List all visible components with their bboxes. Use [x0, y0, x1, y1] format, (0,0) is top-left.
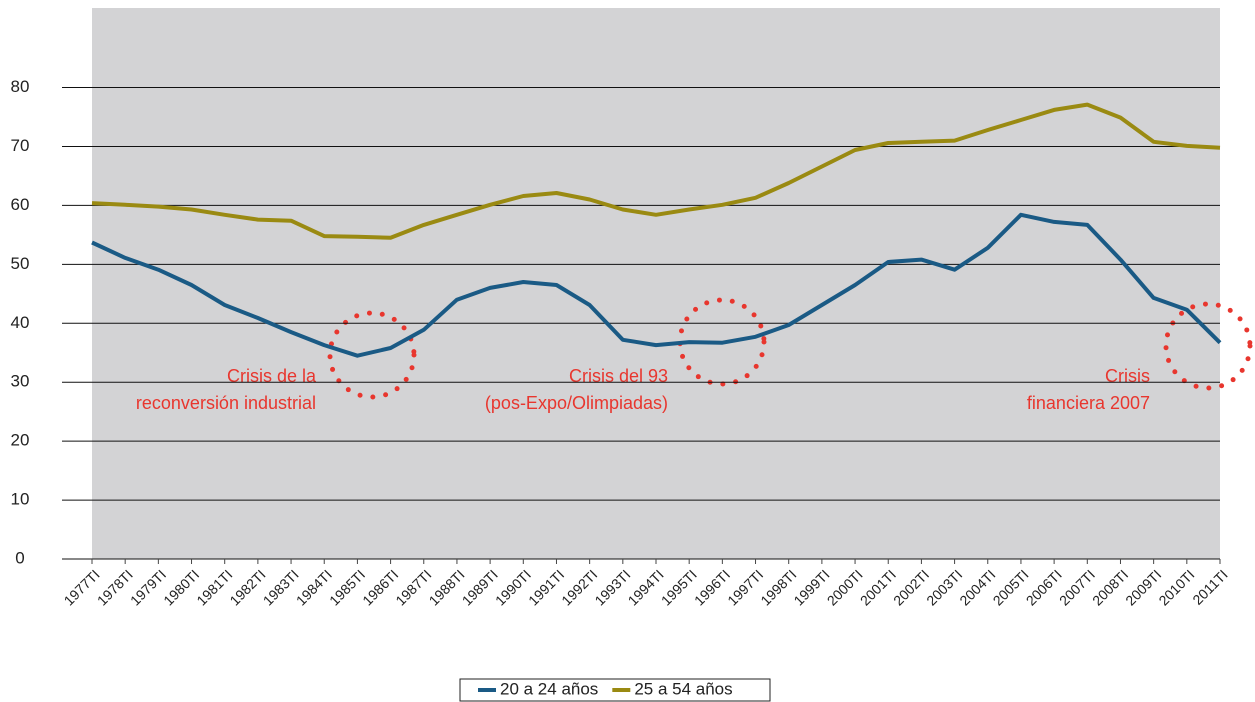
x-tick-label: 1994TI: [625, 566, 667, 608]
x-tick-label: 1995TI: [658, 566, 700, 608]
y-tick-label: 40: [11, 313, 30, 332]
y-tick-label: 60: [11, 195, 30, 214]
x-tick-label: 1980TI: [160, 566, 202, 608]
x-tick-label: 2008TI: [1089, 566, 1131, 608]
x-tick-label: 2011TI: [1189, 566, 1230, 607]
annotation: (pos-Expo/Olimpiadas): [485, 393, 668, 413]
y-tick-label: 30: [11, 372, 30, 391]
annotation: reconversión industrial: [136, 393, 316, 413]
x-tick-label: 2006TI: [1023, 566, 1065, 608]
x-tick-label: 1984TI: [293, 566, 335, 608]
x-tick-label: 2010TI: [1155, 566, 1197, 608]
x-tick-label: 1998TI: [757, 566, 799, 608]
x-tick-label: 2007TI: [1056, 566, 1098, 608]
y-tick-label: 10: [11, 490, 30, 509]
x-tick-label: 1978TI: [94, 566, 136, 608]
x-tick-label: 2001TI: [857, 566, 899, 608]
y-tick-label: 50: [11, 254, 30, 273]
y-tick-label: 70: [11, 136, 30, 155]
x-tick-label: 1991TI: [525, 566, 567, 608]
x-tick-label: 2005TI: [990, 566, 1032, 608]
x-tick-label: 1986TI: [359, 566, 401, 608]
x-tick-label: 2000TI: [824, 566, 866, 608]
y-tick-label: 20: [11, 431, 30, 450]
line: [91, 102, 1221, 240]
y-tick-label: 80: [11, 77, 30, 96]
x-tick-label: 1977TI: [61, 566, 103, 608]
x-tick-label: 2004TI: [956, 566, 998, 608]
annotation: Crisis: [1105, 366, 1150, 386]
annotation: Crisis del 93: [569, 366, 668, 386]
x-tick-label: 1979TI: [127, 566, 169, 608]
x-tick-label: 2003TI: [923, 566, 965, 608]
x-tick-label: 1996TI: [691, 566, 733, 608]
x-tick-label: 1989TI: [459, 566, 501, 608]
x-tick-label: 1992TI: [558, 566, 600, 608]
x-tick-label: 1987TI: [392, 566, 434, 608]
highlight-circle: [1163, 301, 1253, 391]
x-tick-label: 1981TI: [193, 566, 235, 608]
highlight-circle: [327, 310, 417, 400]
x-tick-label: 2009TI: [1122, 566, 1164, 608]
x-tick-label: 1999TI: [790, 566, 832, 608]
legend-label: 20 a 24 años: [500, 679, 598, 698]
x-tick-label: 1983TI: [260, 566, 302, 608]
x-tick-label: 1988TI: [426, 566, 468, 608]
x-tick-label: 1990TI: [492, 566, 534, 608]
line: [91, 212, 1222, 358]
x-tick-label: 1997TI: [724, 566, 766, 608]
annotation: financiera 2007: [1027, 393, 1150, 413]
x-tick-label: 1982TI: [226, 566, 268, 608]
legend-label: 25 a 54 años: [634, 679, 732, 698]
x-tick-label: 1985TI: [326, 566, 368, 608]
x-tick-label: 2002TI: [890, 566, 932, 608]
annotation: Crisis de la: [227, 366, 317, 386]
x-tick-label: 1993TI: [591, 566, 633, 608]
y-tick-label: 0: [15, 548, 24, 567]
plot-area: [92, 8, 1220, 559]
